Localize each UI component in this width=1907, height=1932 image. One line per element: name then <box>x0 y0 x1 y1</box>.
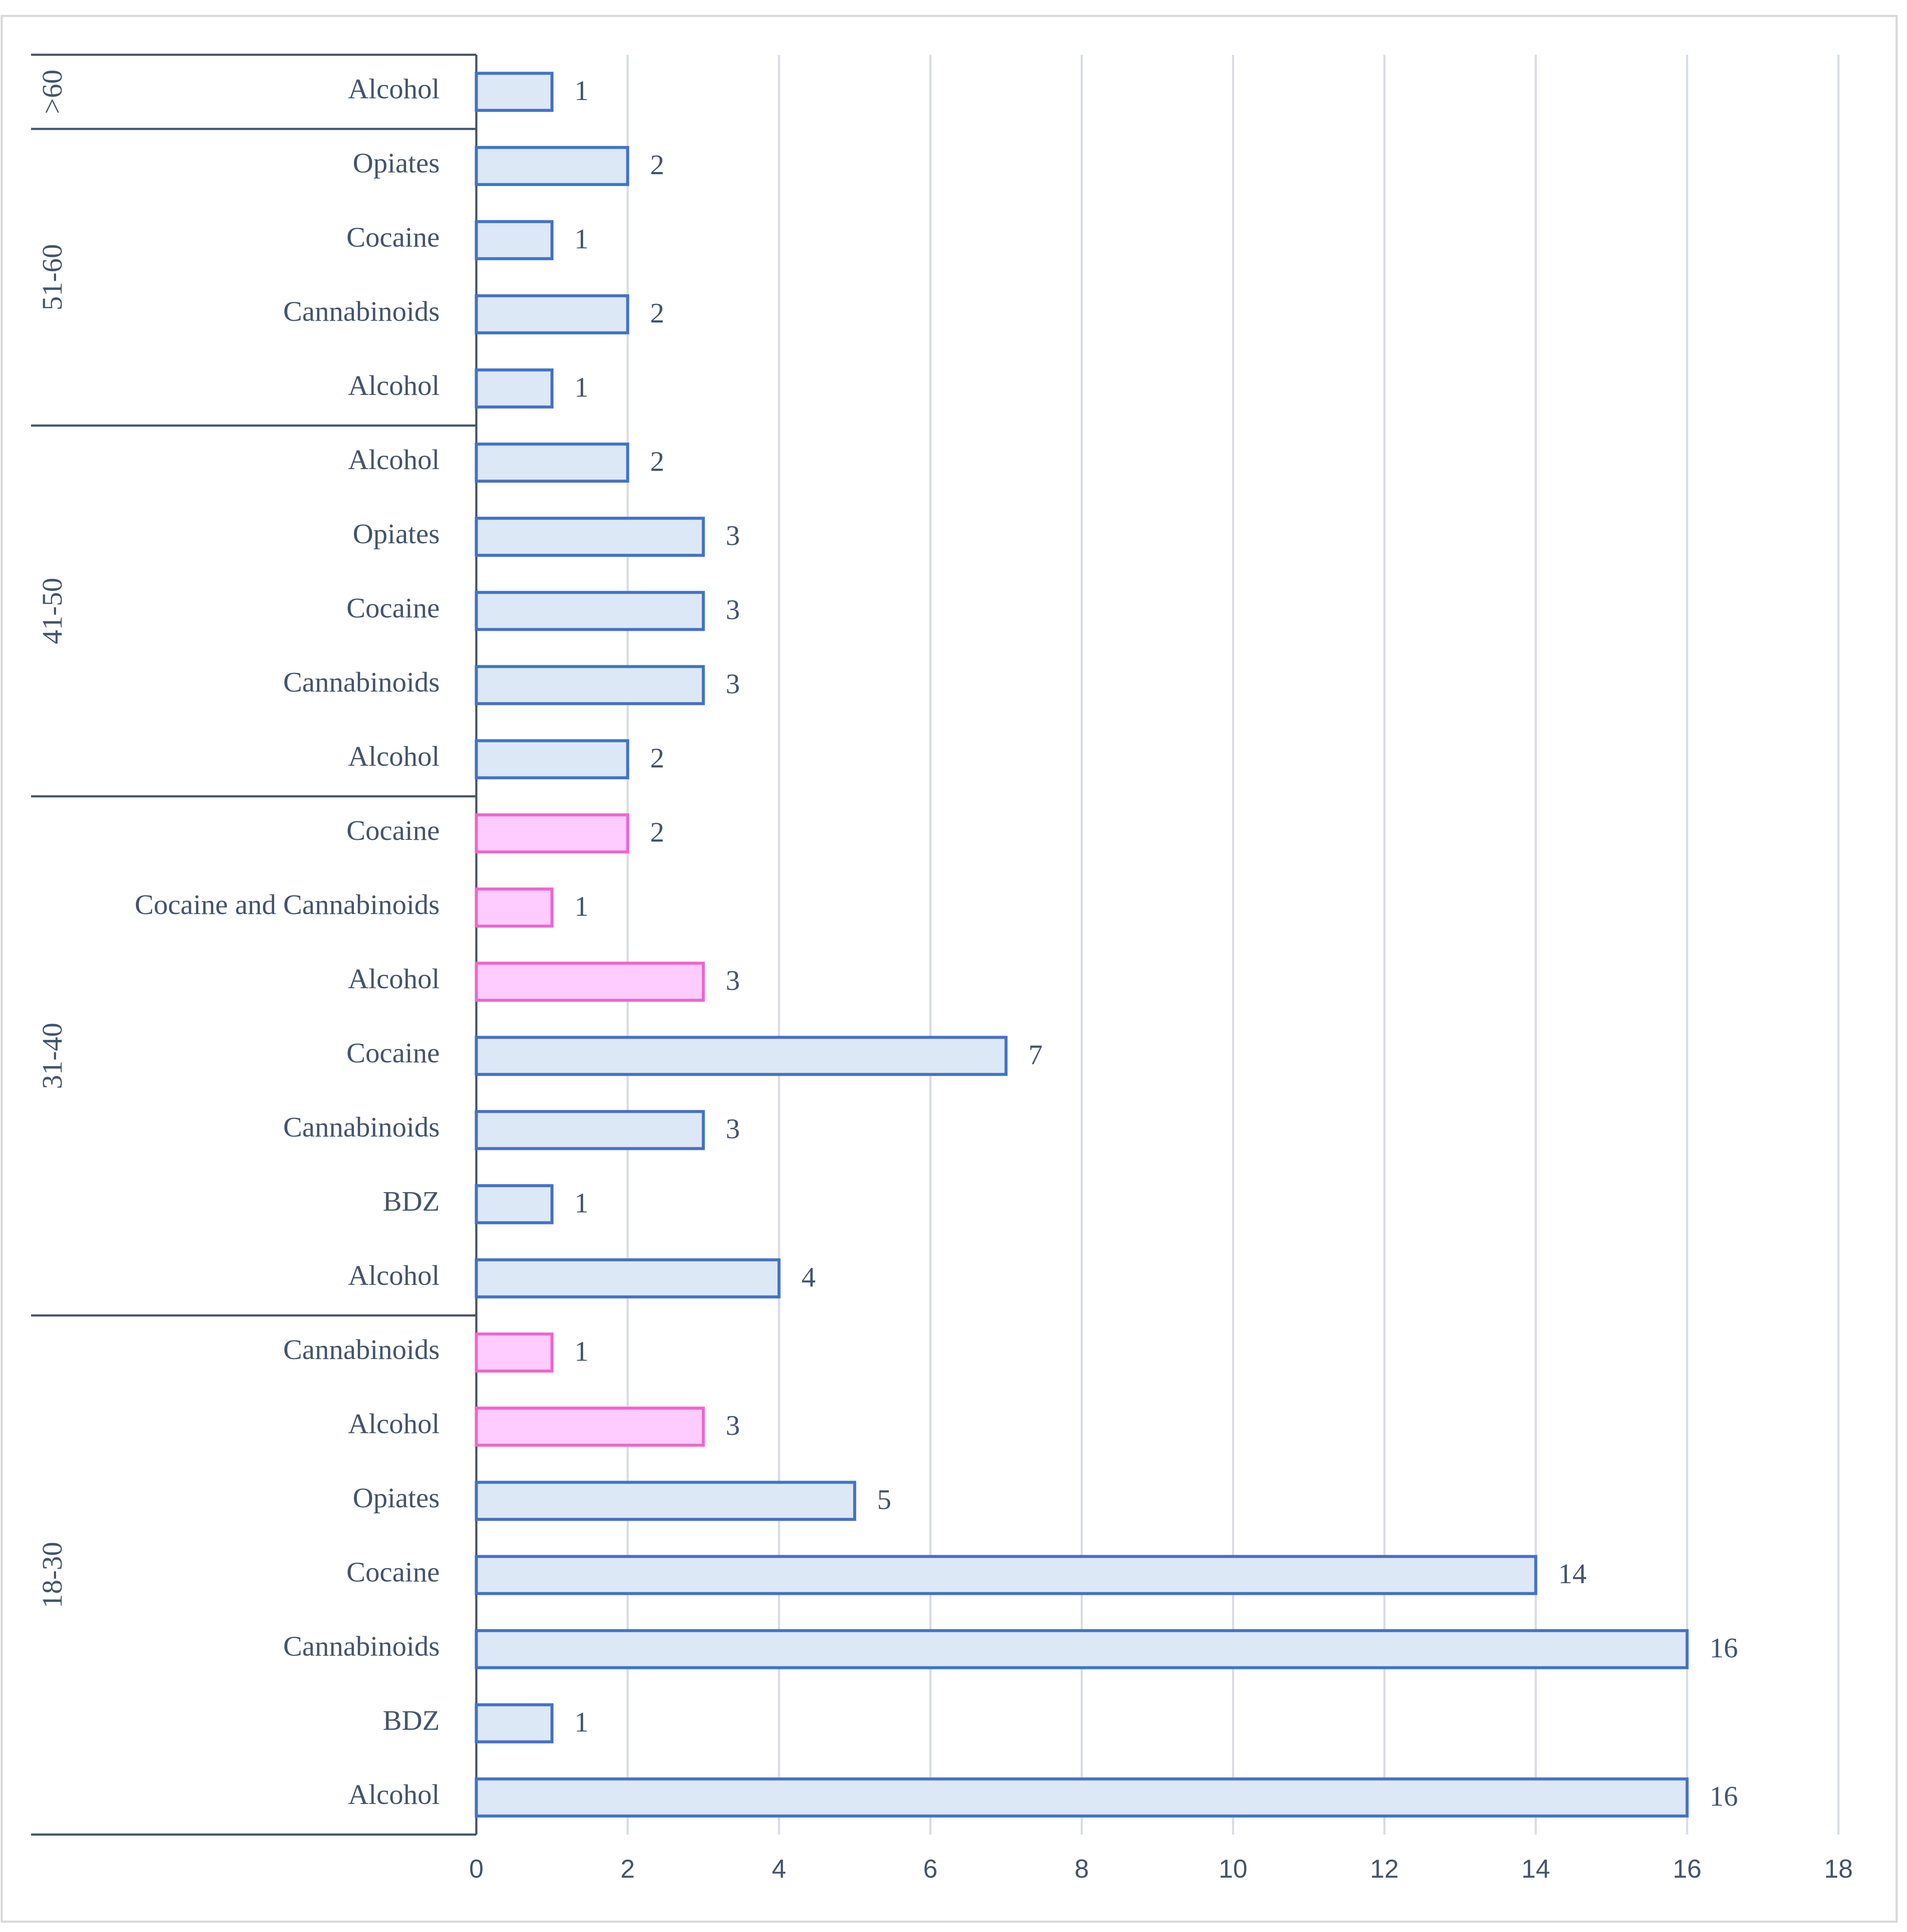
group-label: 51-60 <box>37 244 68 310</box>
category-label: Alcohol <box>348 1408 440 1440</box>
x-tick-label: 18 <box>1824 1854 1853 1883</box>
data-label: 1 <box>575 1336 589 1367</box>
x-tick-label: 6 <box>923 1854 938 1883</box>
category-label: Cannabinoids <box>283 296 440 327</box>
bar <box>475 1332 554 1373</box>
x-tick-label: 0 <box>469 1854 483 1883</box>
x-tick-label: 4 <box>772 1854 786 1883</box>
category-label: Cannabinoids <box>283 1334 440 1365</box>
bar <box>475 1629 1689 1669</box>
bars <box>475 72 1689 1818</box>
category-label: Alcohol <box>348 741 440 772</box>
bar <box>475 1406 705 1447</box>
grid-lines <box>626 55 1840 1835</box>
bar <box>475 146 629 186</box>
category-label: BDZ <box>383 1186 440 1217</box>
bar <box>475 1777 1689 1818</box>
category-label: Alcohol <box>348 444 440 476</box>
data-label: 2 <box>650 742 664 774</box>
bar <box>475 442 629 483</box>
bar <box>475 294 629 335</box>
bar <box>475 813 629 854</box>
bar <box>475 1258 781 1299</box>
data-label: 3 <box>726 520 740 551</box>
data-label: 4 <box>801 1262 816 1293</box>
category-label: Cocaine <box>347 815 440 846</box>
data-label: 16 <box>1710 1632 1738 1664</box>
category-label: Cocaine <box>347 592 440 624</box>
category-label: Opiates <box>353 1482 440 1514</box>
data-label: 14 <box>1558 1558 1587 1590</box>
data-label: 1 <box>575 1707 589 1738</box>
data-label: 2 <box>650 149 664 181</box>
bar <box>475 1703 554 1744</box>
bar <box>475 961 705 1002</box>
data-label: 1 <box>575 223 589 255</box>
x-tick-label: 14 <box>1521 1854 1550 1883</box>
bar <box>475 1110 705 1150</box>
category-label: Cocaine <box>347 1556 440 1588</box>
category-label: Cocaine <box>347 1037 440 1069</box>
data-label: 2 <box>650 446 664 477</box>
category-label: Alcohol <box>348 370 440 401</box>
bar <box>475 665 705 705</box>
category-label: Cocaine <box>347 222 440 253</box>
category-label: BDZ <box>383 1705 440 1736</box>
data-label: 1 <box>575 75 589 106</box>
bar <box>475 220 554 260</box>
data-label: 3 <box>726 1113 740 1145</box>
category-label: Alcohol <box>348 963 440 995</box>
data-label: 3 <box>726 668 740 700</box>
x-tick-label: 12 <box>1370 1854 1399 1883</box>
axes <box>31 53 478 1836</box>
category-label: Cannabinoids <box>283 1112 440 1143</box>
x-tick-label: 2 <box>620 1854 635 1883</box>
category-label: Cocaine and Cannabinoids <box>134 889 440 921</box>
category-label: Alcohol <box>348 73 440 105</box>
bar <box>475 591 705 631</box>
group-label: 31-40 <box>37 1023 68 1089</box>
bar <box>475 1481 857 1521</box>
data-label: 1 <box>575 1187 589 1219</box>
bar <box>475 72 554 112</box>
data-label: 3 <box>726 1410 740 1441</box>
data-label: 3 <box>726 594 740 626</box>
data-label: 2 <box>650 297 664 329</box>
x-tick-label: 16 <box>1673 1854 1702 1883</box>
bar <box>475 1184 554 1224</box>
group-label: 18-30 <box>37 1542 68 1608</box>
group-label: >60 <box>37 69 68 114</box>
category-label: Opiates <box>353 518 440 550</box>
x-tick-label: 10 <box>1219 1854 1247 1883</box>
category-label: Opiates <box>353 147 440 179</box>
data-label: 16 <box>1710 1781 1738 1812</box>
group-label: 41-50 <box>37 578 68 644</box>
category-label: Cannabinoids <box>283 667 440 698</box>
bar <box>475 368 554 409</box>
x-tick-label: 8 <box>1075 1854 1089 1883</box>
data-label: 3 <box>726 965 740 996</box>
data-label: 5 <box>877 1484 891 1516</box>
category-label: Cannabinoids <box>283 1631 440 1662</box>
data-label: 2 <box>650 817 664 848</box>
bar <box>475 1036 1008 1076</box>
labels: 0 2 4 6 8 10 12 14 16 18>6051-6041-5031-4018-30Al… <box>37 69 1853 1883</box>
category-label: Alcohol <box>348 1260 440 1291</box>
bar <box>475 517 705 557</box>
bar <box>475 1555 1538 1595</box>
data-label: 7 <box>1029 1039 1043 1071</box>
data-label: 1 <box>575 372 589 403</box>
bar <box>475 739 629 780</box>
data-label: 1 <box>575 891 589 922</box>
bar <box>475 887 554 928</box>
category-label: Alcohol <box>348 1779 440 1810</box>
chart-frame <box>0 15 1898 1923</box>
